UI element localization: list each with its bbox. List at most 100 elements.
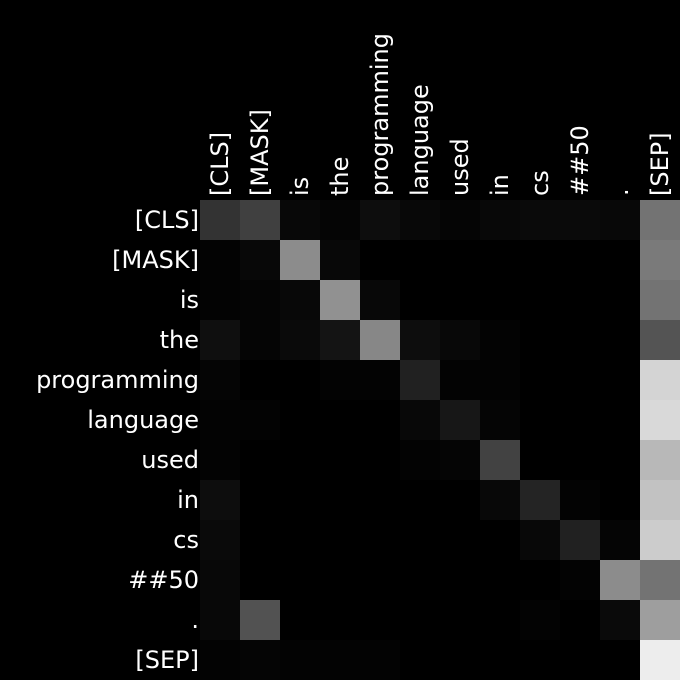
y-tick-label: the xyxy=(160,326,199,354)
heatmap-cell-r2-c11 xyxy=(640,280,680,320)
x-tick-label: [MASK] xyxy=(246,109,274,196)
heatmap-cell-r5-c8 xyxy=(520,400,560,440)
heatmap-cell-r0-c10 xyxy=(600,200,640,240)
y-tick-label: [CLS] xyxy=(135,206,199,234)
heatmap-cell-r7-c2 xyxy=(280,480,320,520)
heatmap-cell-r11-c1 xyxy=(240,640,280,680)
heatmap-cell-r4-c5 xyxy=(400,360,440,400)
heatmap-cell-r1-c6 xyxy=(440,240,480,280)
heatmap-cell-r7-c3 xyxy=(320,480,360,520)
heatmap-cell-r9-c5 xyxy=(400,560,440,600)
heatmap-cell-r8-c2 xyxy=(280,520,320,560)
heatmap-cell-r6-c7 xyxy=(480,440,520,480)
x-tick-label: is xyxy=(286,177,314,196)
heatmap-cell-r5-c7 xyxy=(480,400,520,440)
heatmap-cell-r11-c6 xyxy=(440,640,480,680)
heatmap-cell-r5-c6 xyxy=(440,400,480,440)
heatmap-cell-r4-c0 xyxy=(200,360,240,400)
heatmap-cell-r7-c8 xyxy=(520,480,560,520)
heatmap-cell-r0-c4 xyxy=(360,200,400,240)
heatmap-cell-r7-c11 xyxy=(640,480,680,520)
y-tick-label: ##50 xyxy=(128,566,199,594)
heatmap-cell-r10-c9 xyxy=(560,600,600,640)
heatmap-cell-r2-c5 xyxy=(400,280,440,320)
x-tick-label: in xyxy=(486,174,514,196)
heatmap-cell-r7-c0 xyxy=(200,480,240,520)
heatmap-cell-r10-c2 xyxy=(280,600,320,640)
x-tick-label: cs xyxy=(526,170,554,196)
heatmap-cell-r10-c4 xyxy=(360,600,400,640)
x-tick-label: language xyxy=(406,84,434,196)
heatmap-cell-r6-c8 xyxy=(520,440,560,480)
heatmap-cell-r7-c7 xyxy=(480,480,520,520)
heatmap-cell-r11-c4 xyxy=(360,640,400,680)
heatmap-cell-r7-c1 xyxy=(240,480,280,520)
heatmap-cell-r9-c2 xyxy=(280,560,320,600)
heatmap-cell-r5-c2 xyxy=(280,400,320,440)
heatmap-cell-r8-c4 xyxy=(360,520,400,560)
heatmap-cell-r9-c4 xyxy=(360,560,400,600)
y-tick-label: in xyxy=(177,486,199,514)
heatmap-cell-r8-c10 xyxy=(600,520,640,560)
heatmap-cell-r3-c0 xyxy=(200,320,240,360)
heatmap-cell-r8-c7 xyxy=(480,520,520,560)
x-tick-label: . xyxy=(606,188,634,196)
heatmap-cell-r10-c11 xyxy=(640,600,680,640)
heatmap-cell-r4-c10 xyxy=(600,360,640,400)
heatmap-cell-r11-c7 xyxy=(480,640,520,680)
heatmap-cell-r0-c2 xyxy=(280,200,320,240)
x-tick-label: programming xyxy=(366,33,394,196)
heatmap-cell-r2-c2 xyxy=(280,280,320,320)
heatmap-cell-r6-c0 xyxy=(200,440,240,480)
y-tick-label: used xyxy=(141,446,199,474)
heatmap-cell-r1-c4 xyxy=(360,240,400,280)
heatmap-cell-r1-c1 xyxy=(240,240,280,280)
heatmap-cell-r11-c9 xyxy=(560,640,600,680)
heatmap-cell-r6-c2 xyxy=(280,440,320,480)
heatmap-cell-r2-c9 xyxy=(560,280,600,320)
heatmap-cell-r3-c10 xyxy=(600,320,640,360)
heatmap-cell-r6-c3 xyxy=(320,440,360,480)
heatmap-cell-r3-c6 xyxy=(440,320,480,360)
heatmap-cell-r8-c9 xyxy=(560,520,600,560)
y-tick-label: cs xyxy=(173,526,199,554)
heatmap-cell-r11-c10 xyxy=(600,640,640,680)
heatmap-cell-r10-c6 xyxy=(440,600,480,640)
heatmap-cell-r5-c11 xyxy=(640,400,680,440)
heatmap-cell-r0-c1 xyxy=(240,200,280,240)
heatmap-cell-r2-c1 xyxy=(240,280,280,320)
heatmap-cell-r4-c8 xyxy=(520,360,560,400)
heatmap-cell-r5-c10 xyxy=(600,400,640,440)
heatmap-cell-r8-c1 xyxy=(240,520,280,560)
heatmap-cell-r6-c6 xyxy=(440,440,480,480)
heatmap-cell-r4-c9 xyxy=(560,360,600,400)
heatmap-cell-r9-c1 xyxy=(240,560,280,600)
heatmap-cell-r11-c11 xyxy=(640,640,680,680)
heatmap-cell-r11-c2 xyxy=(280,640,320,680)
heatmap-cell-r8-c6 xyxy=(440,520,480,560)
x-axis-labels: [CLS] [MASK] is the programming language used i… xyxy=(206,33,674,196)
heatmap-cell-r2-c3 xyxy=(320,280,360,320)
heatmap-cell-r5-c0 xyxy=(200,400,240,440)
heatmap-cell-r0-c3 xyxy=(320,200,360,240)
heatmap-cell-r8-c8 xyxy=(520,520,560,560)
heatmap-cell-r1-c7 xyxy=(480,240,520,280)
heatmap-cell-r3-c3 xyxy=(320,320,360,360)
heatmap-cell-r2-c8 xyxy=(520,280,560,320)
heatmap-cell-r10-c7 xyxy=(480,600,520,640)
heatmap-cell-r9-c7 xyxy=(480,560,520,600)
y-tick-label: is xyxy=(180,286,199,314)
heatmap-cell-r2-c7 xyxy=(480,280,520,320)
heatmap-cell-r7-c10 xyxy=(600,480,640,520)
x-tick-label: [SEP] xyxy=(646,132,674,196)
heatmap-cell-r3-c5 xyxy=(400,320,440,360)
heatmap-cell-r2-c4 xyxy=(360,280,400,320)
heatmap-cell-r4-c6 xyxy=(440,360,480,400)
heatmap-cell-r0-c11 xyxy=(640,200,680,240)
heatmap-cell-r4-c4 xyxy=(360,360,400,400)
heatmap-cell-r8-c5 xyxy=(400,520,440,560)
heatmap-cell-r3-c11 xyxy=(640,320,680,360)
heatmap-cell-r4-c11 xyxy=(640,360,680,400)
heatmap-cell-r6-c9 xyxy=(560,440,600,480)
